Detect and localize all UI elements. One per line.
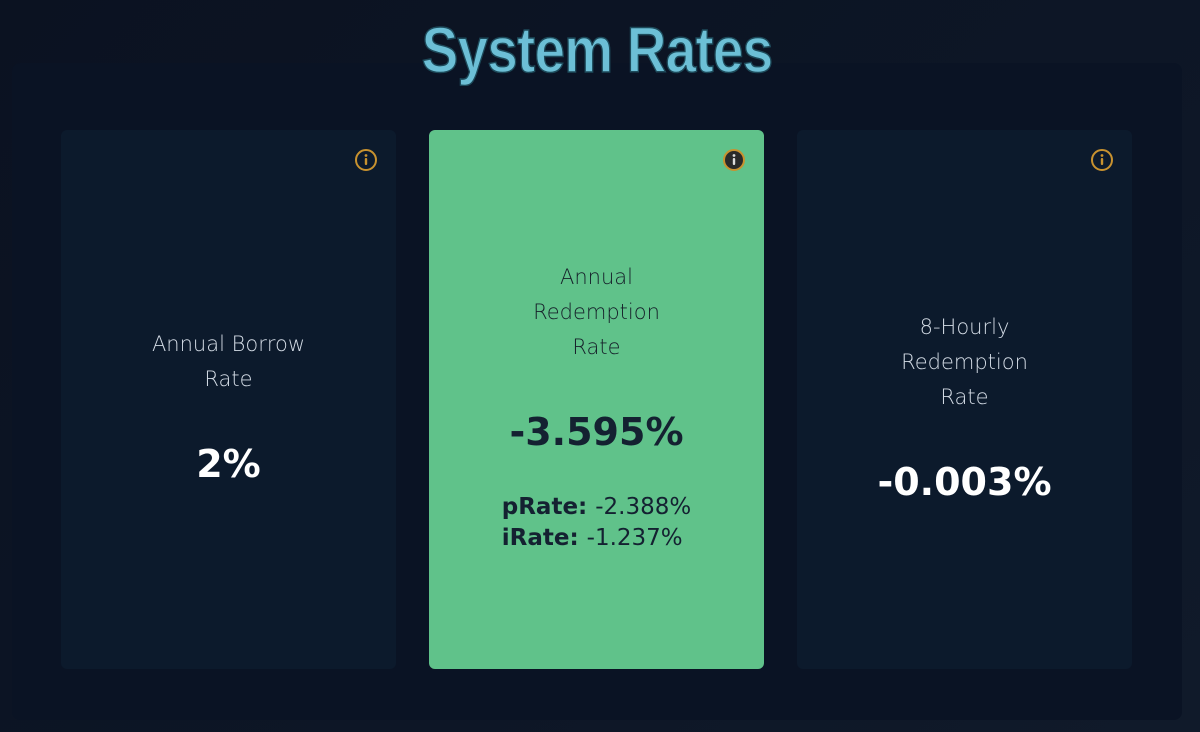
rate-value: -3.595% xyxy=(509,409,684,454)
detail-value: -2.388% xyxy=(595,493,692,520)
rate-card: Annual Redemption Rate -3.595% pRate: -2.38… xyxy=(429,130,764,669)
rate-value: -0.003% xyxy=(877,459,1052,504)
page-title: System Rates xyxy=(421,14,774,86)
detail-label: pRate: xyxy=(501,493,588,520)
rate-card: Annual Borrow Rate 2% xyxy=(61,130,396,669)
rate-card: 8-Hourly Redemption Rate -0.003% xyxy=(797,130,1132,669)
rate-label: Annual Borrow Rate xyxy=(151,332,306,391)
detail-row: iRate: -1.237% xyxy=(502,523,692,554)
rate-details: pRate: -2.388% iRate: -1.237% xyxy=(502,492,692,554)
detail-value: -1.237% xyxy=(586,524,683,551)
rate-value: 2% xyxy=(196,442,261,486)
info-icon[interactable] xyxy=(1090,148,1114,176)
rate-label: Annual Redemption Rate xyxy=(533,264,660,359)
info-icon[interactable] xyxy=(354,148,378,176)
info-icon[interactable] xyxy=(722,148,746,176)
rate-label: 8-Hourly Redemption Rate xyxy=(901,314,1028,409)
detail-label: iRate: xyxy=(501,524,579,551)
detail-row: pRate: -2.388% xyxy=(502,492,692,523)
